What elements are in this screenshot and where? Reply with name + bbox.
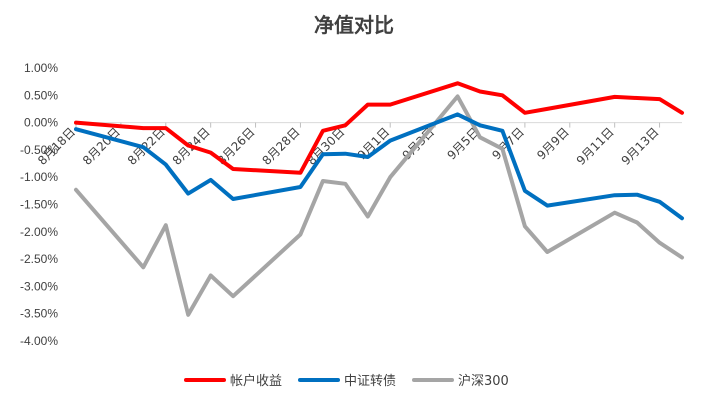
y-tick-label: 1.00% [24,61,58,75]
legend: 帐户收益 中证转债 沪深300 [184,373,509,389]
series-line-1 [74,112,684,221]
y-axis: 1.00% 0.50% 0.00% -0.50% -1.00% -1.50% -2.00% -… [20,61,58,348]
y-tick-label: -2.00% [20,225,58,239]
y-tick-label: -4.00% [20,334,58,348]
x-tick-label: 9月9日 [534,125,572,163]
y-tick-label: -2.50% [20,252,58,266]
y-tick-label: -3.50% [20,307,58,321]
y-tick-label: 0.00% [24,116,58,130]
x-tick-label: 9月13日 [619,125,662,168]
plot-area [74,81,684,317]
chart-title: 净值对比 [314,13,394,37]
y-tick-label: -0.50% [20,143,58,157]
y-tick-label: -3.00% [20,279,58,293]
y-tick-label: -1.50% [20,198,58,212]
legend-label: 中证转债 [344,374,396,389]
x-tick-label: 8月28日 [259,125,302,168]
x-tick-label: 9月11日 [574,125,617,168]
series-line-0 [74,81,684,175]
y-tick-label: -1.00% [20,170,58,184]
legend-label: 帐户收益 [230,373,282,389]
y-tick-label: 0.50% [24,88,58,102]
legend-label: 沪深300 [458,373,509,389]
series-line-2 [74,94,684,317]
